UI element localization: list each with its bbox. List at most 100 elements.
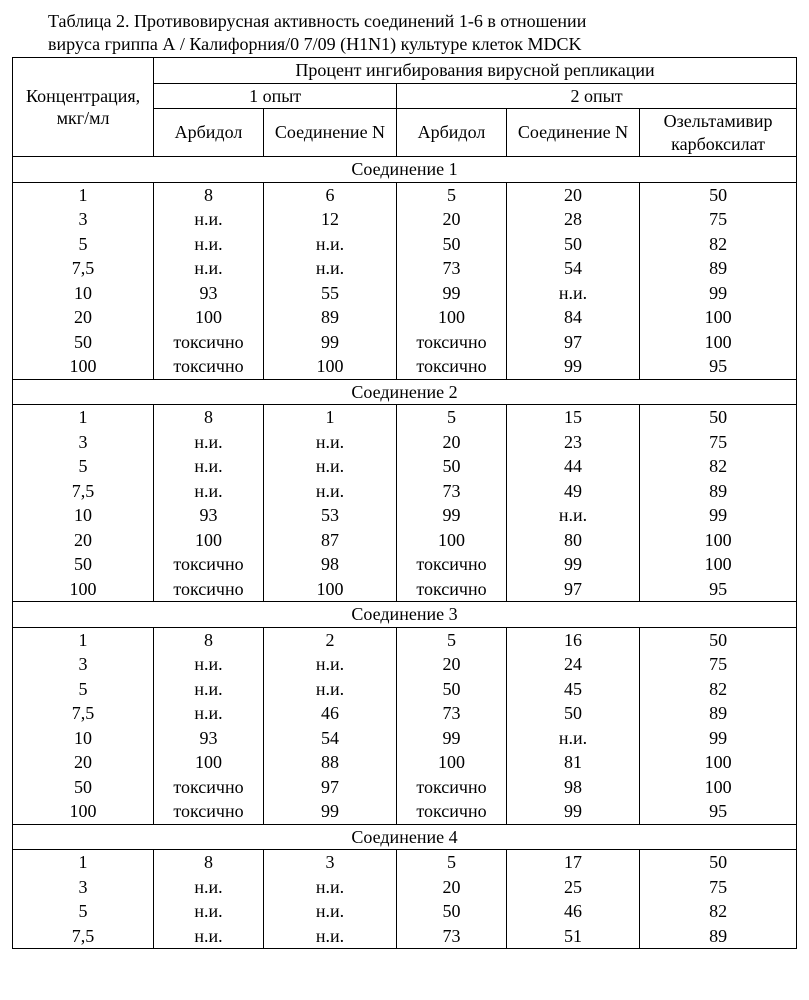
table-cell: 84 [506,305,639,330]
header-concentration: Концентрация, мкг/мл [13,58,154,157]
table-cell: н.и. [154,207,264,232]
table-cell: 99 [640,503,797,528]
table-cell: 50 [13,552,154,577]
table-cell: 89 [640,701,797,726]
table-cell: 99 [640,281,797,306]
table-cell: 20 [13,528,154,553]
table-cell: 20 [13,750,154,775]
table-cell: н.и. [154,677,264,702]
table-cell: 81 [506,750,639,775]
table-cell: н.и. [506,726,639,751]
table-cell: 100 [13,577,154,602]
table-cell: 99 [263,330,396,355]
table-cell: 3 [13,207,154,232]
table-cell: н.и. [263,454,396,479]
table-cell: 20 [506,182,639,207]
table-cell: токсично [397,552,507,577]
table-cell: 55 [263,281,396,306]
table-cell: 3 [13,652,154,677]
table-cell: 97 [263,775,396,800]
table-cell: 5 [397,405,507,430]
table-cell: 16 [506,627,639,652]
table-cell: 100 [263,354,396,379]
table-cell: 1 [13,627,154,652]
table-cell: токсично [154,775,264,800]
table-cell: 100 [640,305,797,330]
table-cell: 7,5 [13,479,154,504]
table-cell: 99 [506,552,639,577]
table-cell: 50 [397,677,507,702]
table-cell: 50 [13,330,154,355]
table-cell: 49 [506,479,639,504]
table-cell: 100 [640,775,797,800]
table-cell: 23 [506,430,639,455]
table-cell: 1 [13,850,154,875]
table-cell: 5 [13,454,154,479]
table-cell: 24 [506,652,639,677]
table-cell: 46 [506,899,639,924]
table-cell: 5 [397,182,507,207]
table-cell: 93 [154,726,264,751]
table-cell: 20 [397,875,507,900]
table-cell: 82 [640,232,797,257]
table-cell: 8 [154,627,264,652]
table-cell: 1 [13,405,154,430]
table-cell: н.и. [154,256,264,281]
table-cell: 12 [263,207,396,232]
table-cell: 100 [397,305,507,330]
table-cell: 51 [506,924,639,949]
table-cell: н.и. [263,652,396,677]
table-title: Таблица 2. Противовирусная активность со… [12,10,797,57]
table-cell: 100 [154,528,264,553]
table-cell: 100 [640,750,797,775]
table-cell: н.и. [154,232,264,257]
table-cell: 50 [397,454,507,479]
table-cell: 100 [397,528,507,553]
table-cell: 75 [640,875,797,900]
table-cell: 73 [397,479,507,504]
table-cell: 99 [397,503,507,528]
table-cell: токсично [154,330,264,355]
table-cell: 3 [13,430,154,455]
table-cell: 54 [506,256,639,281]
table-cell: 95 [640,799,797,824]
table-cell: 82 [640,454,797,479]
table-cell: 28 [506,207,639,232]
table-cell: 88 [263,750,396,775]
table-cell: н.и. [263,430,396,455]
table-cell: 82 [640,677,797,702]
table-cell: 80 [506,528,639,553]
table-cell: 17 [506,850,639,875]
table-cell: 54 [263,726,396,751]
table-cell: н.и. [154,479,264,504]
table-cell: токсично [154,799,264,824]
table-cell: 100 [640,528,797,553]
header-exp1: 1 опыт [154,83,397,109]
table-cell: токсично [397,354,507,379]
table-cell: 75 [640,207,797,232]
table-cell: 97 [506,330,639,355]
table-cell: 99 [397,726,507,751]
table-cell: 7,5 [13,256,154,281]
table-cell: 100 [263,577,396,602]
section-header: Соединение 2 [13,379,797,405]
data-table: Концентрация, мкг/мл Процент ингибирован… [12,57,797,949]
table-cell: 98 [506,775,639,800]
table-cell: н.и. [506,281,639,306]
table-cell: н.и. [154,652,264,677]
table-cell: 93 [154,503,264,528]
table-cell: 89 [640,479,797,504]
section-header: Соединение 4 [13,824,797,850]
table-cell: 89 [263,305,396,330]
table-cell: 46 [263,701,396,726]
table-cell: 99 [263,799,396,824]
table-cell: н.и. [263,924,396,949]
table-cell: 45 [506,677,639,702]
table-cell: 50 [506,701,639,726]
table-cell: 7,5 [13,924,154,949]
table-cell: н.и. [154,430,264,455]
table-cell: 95 [640,354,797,379]
table-cell: 6 [263,182,396,207]
table-cell: н.и. [506,503,639,528]
table-cell: 5 [397,850,507,875]
